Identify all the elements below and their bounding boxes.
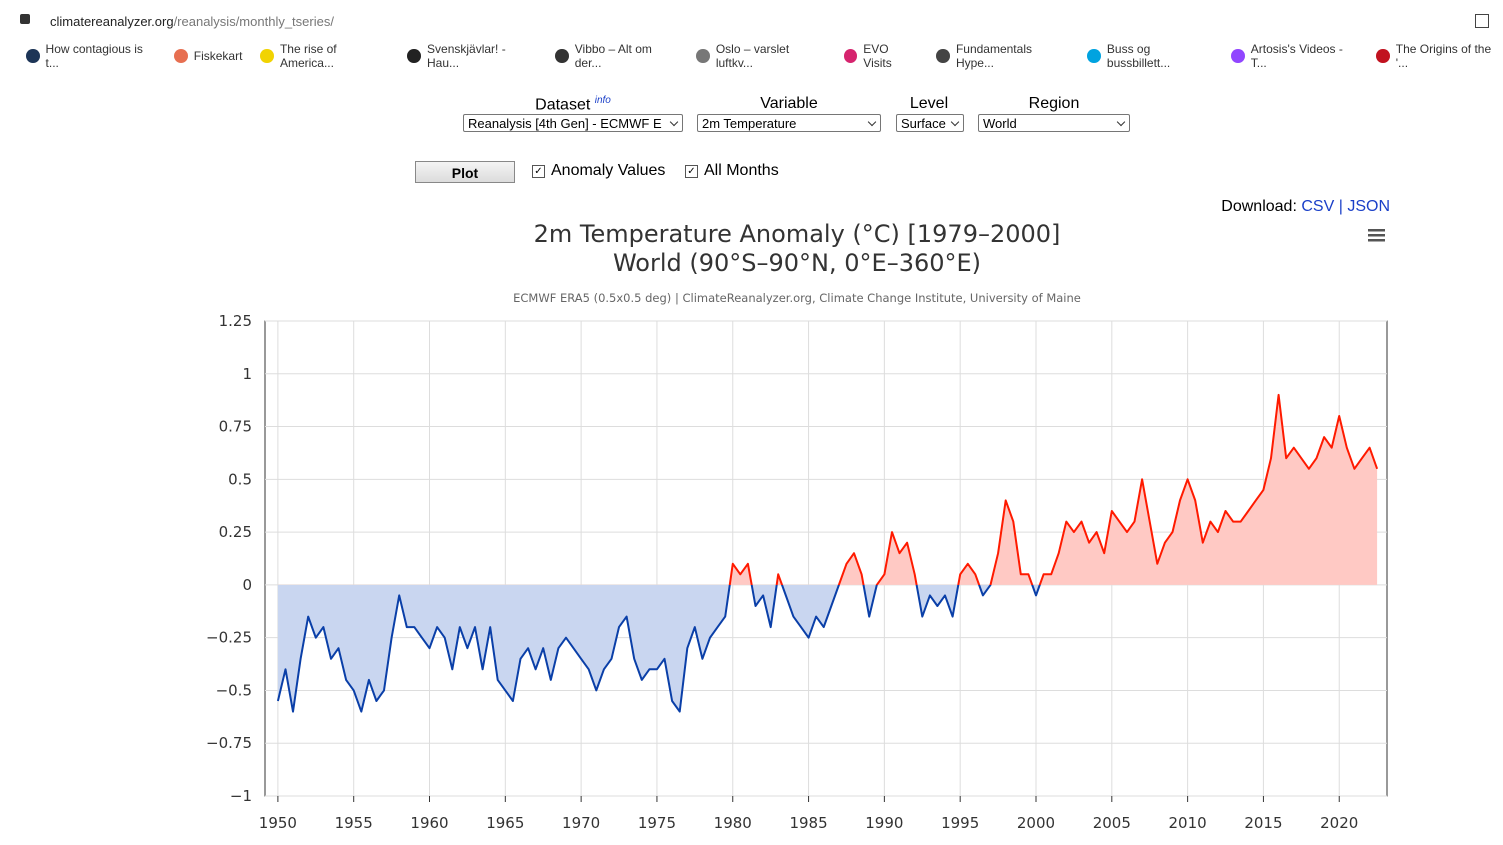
x-tick-label: 1955 [335, 814, 373, 832]
bookmark[interactable]: Artosis's Videos - T... [1231, 42, 1358, 70]
bookmark-label: The Origins of the '... [1395, 42, 1492, 70]
anomaly-area [277, 394, 1378, 712]
select-value: Surface [901, 116, 946, 131]
bookmark-icon [1376, 49, 1390, 63]
bookmark[interactable]: Oslo – varslet luftkv... [696, 42, 825, 70]
level-label: Level [909, 95, 949, 112]
download-label: Download: [1221, 198, 1297, 215]
x-tick-label: 2000 [1017, 814, 1055, 832]
bookmark-icon [407, 49, 422, 63]
address-bar: climatereanalyzer.org/reanalysis/monthly… [0, 0, 1503, 40]
chart-credit: ECMWF ERA5 (0.5x0.5 deg) | ClimateReanal… [513, 291, 1081, 305]
y-tick-label: −0.75 [206, 734, 252, 752]
bookmark[interactable]: Vibbo – Alt om der... [555, 42, 678, 70]
bookmark[interactable]: Svenskjävlar! - Hau... [407, 42, 537, 70]
level-select[interactable]: Surface [896, 114, 964, 132]
dataset-select[interactable]: Reanalysis [4th Gen] - ECMWF E [463, 114, 683, 132]
chart: 2m Temperature Anomaly (°C) [1979–2000] … [206, 220, 1388, 832]
url[interactable]: climatereanalyzer.org/reanalysis/monthly… [50, 14, 334, 29]
bookmark-label: The rise of America... [279, 42, 337, 70]
bookmark-label: Vibbo – Alt om der... [574, 42, 652, 70]
chart-title: 2m Temperature Anomaly (°C) [1979–2000] [534, 220, 1061, 248]
region-label: Region [1028, 95, 1080, 112]
variable-select[interactable]: 2m Temperature [697, 114, 881, 132]
csv-link[interactable]: CSV [1301, 198, 1335, 215]
anomaly-checkbox[interactable]: ✓ Anomaly Values [532, 162, 665, 180]
bookmark[interactable]: How contagious is t... [26, 42, 156, 70]
select-value: World [983, 116, 1017, 131]
bookmark-icon [173, 49, 188, 63]
y-tick-label: 0.25 [219, 523, 252, 541]
label-text: Dataset [535, 96, 591, 114]
bookmark-icon [1087, 49, 1101, 63]
menu-icon[interactable] [1368, 229, 1385, 242]
bookmark-icon [936, 49, 950, 63]
x-tick-label: 1980 [714, 814, 752, 832]
y-tick-label: 0.75 [219, 418, 252, 436]
y-tick-label: 1.25 [219, 312, 252, 330]
y-tick-label: 1 [242, 365, 252, 383]
bookmark-icon [26, 49, 40, 63]
x-tick-label: 2015 [1244, 814, 1282, 832]
bookmark-icon [696, 49, 710, 63]
bookmark-label: How contagious is t... [45, 42, 143, 70]
bookmark-icon [555, 49, 569, 63]
checkbox-label: Anomaly Values [551, 162, 666, 179]
bookmark[interactable]: Fundamentals Hype... [936, 42, 1069, 70]
y-tick-label: 0 [242, 576, 252, 594]
share-icon[interactable] [1475, 14, 1489, 28]
bookmark-label: Fiskekart [193, 49, 243, 63]
separator: | [1338, 198, 1343, 215]
bookmark-label: EVO Visits [863, 42, 892, 70]
x-tick-label: 1985 [789, 814, 827, 832]
x-tick-label: 1990 [865, 814, 903, 832]
info-link[interactable]: info [594, 95, 611, 106]
plot-button[interactable]: Plot [415, 161, 515, 183]
x-tick-label: 1950 [259, 814, 297, 832]
json-link[interactable]: JSON [1347, 198, 1390, 215]
select-value: 2m Temperature [702, 116, 797, 131]
bookmark[interactable]: The rise of America... [260, 42, 389, 70]
bookmark[interactable]: Fiskekart [173, 49, 243, 63]
download-links: Download: CSV | JSON [1221, 198, 1390, 216]
bookmark-label: Artosis's Videos - T... [1250, 42, 1343, 70]
x-tick-label: 2005 [1093, 814, 1131, 832]
bookmarks-bar: How contagious is t... Fiskekart The rise … [0, 42, 1503, 70]
bookmark[interactable]: Buss og bussbillett... [1087, 42, 1213, 70]
y-tick-label: 0.5 [228, 470, 252, 488]
x-tick-label: 2020 [1320, 814, 1358, 832]
x-tick-label: 1965 [486, 814, 524, 832]
y-tick-label: −0.25 [206, 629, 252, 647]
x-tick-label: 1975 [638, 814, 676, 832]
lock-icon [20, 14, 30, 24]
x-tick-label: 2010 [1169, 814, 1207, 832]
bookmark-icon [260, 49, 274, 63]
x-tick-label: 1970 [562, 814, 600, 832]
bookmark-label: Svenskjävlar! - Hau... [427, 42, 506, 70]
y-tick-label: −0.5 [216, 681, 252, 699]
url-path: /reanalysis/monthly_tseries/ [173, 14, 334, 29]
dataset-label: Dataset info [503, 95, 643, 114]
variable-label: Variable [760, 95, 818, 112]
months-checkbox[interactable]: ✓ All Months [685, 162, 779, 180]
bookmark-icon [1231, 49, 1245, 63]
select-value: Reanalysis [4th Gen] - ECMWF E [468, 116, 662, 131]
x-tick-label: 1995 [941, 814, 979, 832]
y-tick-label: −1 [230, 787, 252, 805]
region-select[interactable]: World [978, 114, 1130, 132]
chart-subtitle: World (90°S–90°N, 0°E–360°E) [613, 249, 981, 277]
bookmark-label: Oslo – varslet luftkv... [715, 42, 790, 70]
bookmark-icon [843, 49, 858, 63]
bookmark[interactable]: The Origins of the '... [1376, 42, 1503, 70]
x-tick-label: 1960 [410, 814, 448, 832]
checkbox-label: All Months [704, 162, 779, 179]
bookmark-label: Buss og bussbillett... [1106, 42, 1171, 70]
url-host: climatereanalyzer.org [50, 14, 174, 29]
bookmark-label: Fundamentals Hype... [955, 42, 1032, 70]
anomaly-line [276, 393, 1379, 713]
bookmark[interactable]: EVO Visits [843, 42, 919, 70]
